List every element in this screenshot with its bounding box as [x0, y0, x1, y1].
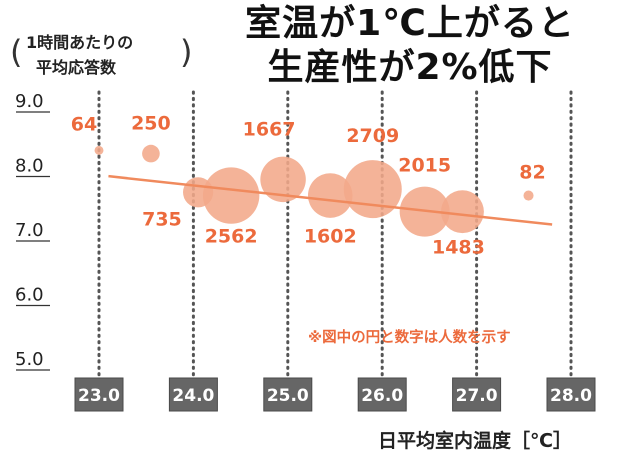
- data-label: 735: [142, 208, 182, 230]
- x-tick-label: 27.0: [456, 386, 498, 406]
- data-label: 1602: [304, 226, 357, 248]
- chart-title-line-2: 生産性が2%低下: [267, 47, 553, 88]
- y-tick-label: 8.0: [15, 156, 44, 177]
- x-tick-box: [546, 377, 596, 412]
- data-bubble: [440, 190, 484, 234]
- x-tick-label: 25.0: [267, 386, 309, 406]
- data-label: 250: [131, 113, 171, 135]
- data-label: 2709: [346, 125, 399, 147]
- x-tick-box: [74, 377, 124, 412]
- y-tick-label: 7.0: [15, 220, 44, 241]
- data-bubble: [307, 173, 353, 218]
- data-label: 82: [519, 162, 545, 184]
- data-bubble: [343, 160, 402, 219]
- x-tick-box: [452, 377, 502, 412]
- data-label: 2015: [398, 155, 451, 177]
- data-bubble: [94, 145, 104, 155]
- x-tick-box: [168, 377, 218, 412]
- data-label: 1667: [243, 118, 296, 140]
- x-tick-label: 26.0: [361, 386, 403, 406]
- data-bubble: [202, 167, 260, 224]
- data-bubble: [142, 144, 160, 163]
- chart-title-line-1: 室温が1℃上がると: [245, 3, 575, 44]
- y-axis-label-line-1: 1時間あたりの: [26, 33, 134, 52]
- x-tick-label: 28.0: [550, 386, 592, 406]
- data-label: 64: [71, 113, 97, 135]
- data-bubble: [523, 190, 534, 201]
- trend-line: [108, 174, 553, 226]
- x-axis-label: 日平均室内温度［℃］: [378, 430, 573, 452]
- y-tick-label: 9.0: [15, 91, 44, 112]
- y-axis-label-line-2: 平均応答数: [36, 58, 117, 77]
- y-tick-label: 6.0: [15, 285, 44, 306]
- y-label-close-paren: ): [180, 33, 193, 71]
- data-bubble: [260, 156, 306, 203]
- x-tick-box: [357, 377, 407, 412]
- data-label: 1483: [432, 237, 485, 259]
- chart-annotation: ※図中の円と数字は人数を示す: [308, 330, 511, 346]
- y-tick-label: 5.0: [15, 349, 44, 370]
- data-label: 2562: [205, 226, 258, 248]
- x-tick-box: [263, 377, 313, 412]
- y-label-open-paren: (: [10, 33, 23, 71]
- x-tick-label: 24.0: [172, 386, 214, 406]
- x-tick-label: 23.0: [78, 386, 120, 406]
